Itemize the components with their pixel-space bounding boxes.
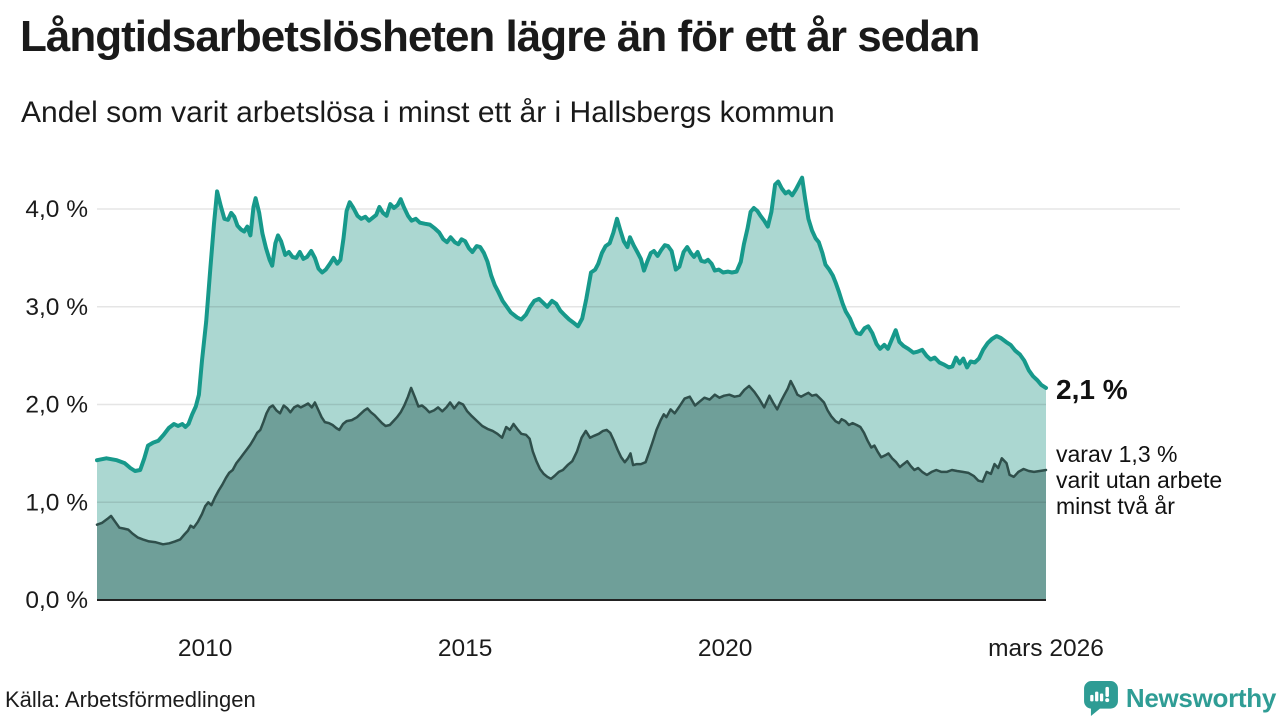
annotation-detail-line-3: minst två år <box>1056 493 1175 519</box>
y-tick-label-0,0 %: 0,0 % <box>25 587 88 614</box>
annotation-detail: varav 1,3 % varit utan arbete minst två … <box>1056 441 1222 519</box>
page-title: Långtidsarbetslösheten lägre än för ett … <box>20 12 980 61</box>
x-tick-label-mars 2026: mars 2026 <box>988 635 1104 662</box>
line-andel-arbetslösa-minst-två-år <box>95 379 1048 546</box>
annotation-detail-line-1: varav 1,3 % <box>1056 441 1178 467</box>
y-tick-label-1,0 %: 1,0 % <box>25 489 88 516</box>
y-tick-label-2,0 %: 2,0 % <box>25 392 88 419</box>
line-andel-arbetslösa-minst-ett-år <box>95 175 1048 473</box>
annotation-detail-line-2: varit utan arbete <box>1056 467 1223 493</box>
latest-value-annotation: 2,1 % <box>1056 374 1128 405</box>
y-tick-label-3,0 %: 3,0 % <box>25 294 88 321</box>
newsworthy-logo: Newsworthy <box>1083 680 1276 716</box>
x-tick-label-2015: 2015 <box>438 635 493 662</box>
page-subtitle: Andel som varit arbetslösa i minst ett å… <box>21 96 835 129</box>
x-tick-label-2010: 2010 <box>178 635 233 662</box>
x-tick-label-2020: 2020 <box>698 635 753 662</box>
y-tick-label-4,0 %: 4,0 % <box>25 196 88 223</box>
newsworthy-wordmark: Newsworthy <box>1125 682 1276 713</box>
source-credit: Källa: Arbetsförmedlingen <box>5 687 256 712</box>
area-series-1 <box>97 381 1046 600</box>
newsworthy-speech-bubble-icon <box>1083 681 1118 716</box>
